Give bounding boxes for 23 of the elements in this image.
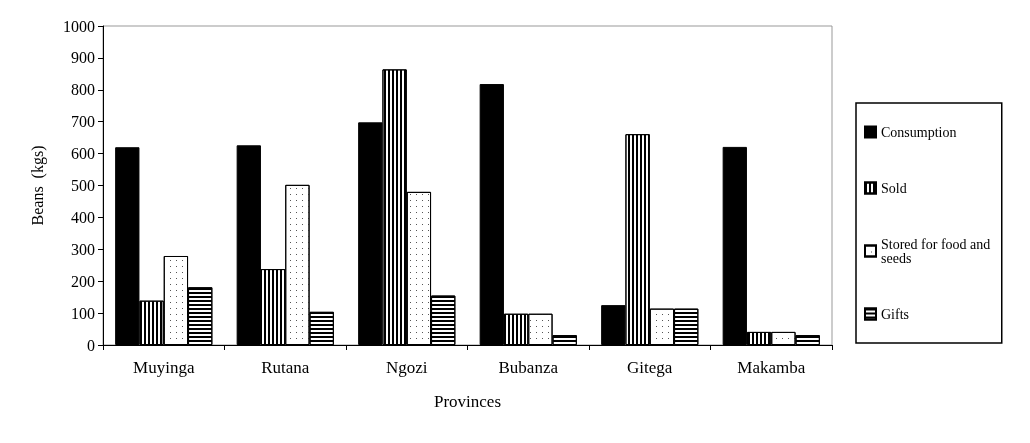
legend-label: Stored for food and seeds (881, 236, 994, 266)
x-tick-label: Rutana (261, 358, 310, 377)
legend-label: Gifts (881, 306, 909, 322)
y-axis-title: Beans (kgs) (28, 145, 47, 226)
y-tick-label: 300 (71, 240, 95, 258)
x-tick-label: Ngozi (385, 358, 428, 377)
y-tick-label: 400 (71, 208, 95, 226)
y-tick-label: 1000 (63, 17, 95, 35)
y-tick-label: 100 (71, 304, 95, 322)
x-tick-label: Muyinga (133, 358, 195, 377)
legend-label: Consumption (881, 124, 957, 140)
y-tick-label: 600 (71, 145, 95, 163)
legend-label: Sold (881, 180, 907, 196)
y-tick-label: 800 (71, 81, 95, 99)
y-tick-label: 200 (71, 272, 95, 290)
x-tick-label: Gitega (627, 358, 673, 377)
x-tick-label: Makamba (737, 358, 806, 377)
y-tick-label: 700 (71, 113, 95, 131)
y-tick-label: 0 (87, 336, 95, 354)
y-tick-label: 500 (71, 177, 95, 194)
y-tick-label: 900 (71, 49, 95, 67)
x-tick-label: Bubanza (498, 358, 559, 377)
x-axis-title: Provinces (433, 392, 502, 411)
